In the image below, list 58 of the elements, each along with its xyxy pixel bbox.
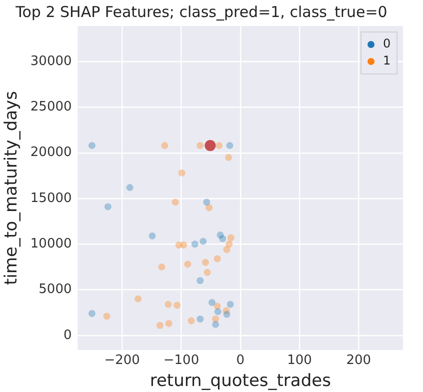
point [223, 310, 230, 318]
point [188, 317, 195, 324]
y-tick-label: 5000 [38, 282, 72, 298]
point [104, 203, 112, 210]
y-tick-label: 15000 [30, 190, 72, 206]
point [204, 140, 216, 152]
chart-title: Top 2 SHAP Features; class_pred=1, class_true=0 [14, 2, 388, 21]
point [223, 246, 230, 254]
point [180, 242, 188, 249]
y-tick-label: 20000 [30, 145, 72, 160]
y-axis-title: time_to_maturity_days [2, 90, 22, 285]
y-tick-label: 30000 [30, 54, 72, 69]
x-tick-label: −200 [104, 353, 140, 368]
point [196, 315, 204, 322]
point [88, 142, 96, 150]
point [196, 277, 204, 284]
x-tick-label: −100 [163, 353, 200, 368]
point [196, 142, 204, 150]
point [172, 198, 179, 206]
point [216, 232, 224, 239]
point [134, 295, 142, 302]
y-tick-label: 25000 [30, 100, 72, 115]
point [208, 299, 216, 306]
point [212, 320, 220, 328]
point [126, 184, 134, 192]
point [226, 142, 234, 150]
point [164, 300, 172, 308]
x-axis-title: return_quotes_trades [150, 371, 332, 392]
x-tick-label: 0 [236, 353, 245, 368]
point [206, 204, 213, 212]
y-tick-label: 10000 [30, 236, 72, 252]
point [214, 255, 221, 262]
point [216, 142, 223, 150]
point [184, 260, 192, 268]
point [158, 263, 166, 270]
point [191, 240, 198, 248]
point [200, 238, 207, 245]
point [226, 300, 234, 308]
point [103, 312, 110, 320]
point [214, 308, 222, 316]
point [161, 142, 168, 150]
x-tick-label: 100 [287, 353, 312, 368]
legend-label: 1 [383, 54, 391, 68]
legend-label: 0 [383, 36, 391, 51]
point [227, 234, 234, 242]
point [202, 258, 209, 266]
point [88, 310, 96, 317]
y-tick-label: 0 [63, 328, 72, 343]
point [178, 169, 186, 176]
point [165, 320, 172, 328]
point [156, 322, 164, 329]
point [174, 302, 181, 309]
point [203, 198, 210, 206]
point [225, 154, 232, 161]
x-tick-label: 200 [346, 353, 372, 368]
point [204, 268, 211, 276]
point [148, 232, 156, 240]
point [226, 240, 233, 248]
